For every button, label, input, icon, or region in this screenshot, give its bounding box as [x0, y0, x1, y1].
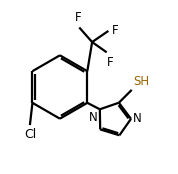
Text: F: F: [75, 11, 82, 24]
Text: F: F: [112, 24, 119, 37]
Text: Cl: Cl: [24, 128, 36, 141]
Text: SH: SH: [133, 75, 149, 88]
Text: N: N: [133, 112, 142, 125]
Text: F: F: [107, 56, 114, 69]
Text: N: N: [89, 111, 98, 124]
